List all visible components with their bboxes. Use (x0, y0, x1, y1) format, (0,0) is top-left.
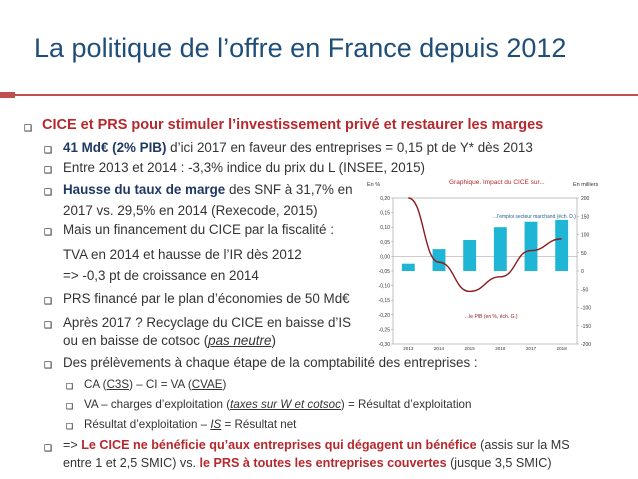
subitem-ca-cvae: CVAE (191, 378, 223, 391)
left-tick-label: 0,15 (380, 211, 390, 217)
item-financing-line1: Mais un financement du CICE par la fisca… (63, 222, 334, 237)
item-margin-rate-line2: 2017 vs. 29,5% en 2014 (Rexecode, 2015) (63, 203, 318, 218)
left-tick-label: -0,20 (379, 313, 391, 319)
subitem-resultat-c: = Résultat net (221, 418, 297, 431)
bullet-marker: ❑ (44, 443, 53, 453)
x-tick-label: 2013 (403, 346, 414, 351)
bullet-marker: ❑ (24, 123, 33, 133)
x-tick-label: 2015 (465, 346, 476, 351)
subitem-va: VA – charges d’exploitation (taxes sur W… (84, 398, 471, 411)
item-after-2017-text: ou en baisse de cotsoc ( (63, 333, 209, 348)
bullet-marker: ❑ (66, 402, 74, 411)
item-after-2017-line1: Après 2017 ? Recyclage du CICE en baisse… (63, 315, 352, 330)
bar-2017 (524, 221, 538, 271)
item-conclusion-line2: entre 1 et 2,5 SMIC) vs. le PRS à toutes… (63, 456, 552, 470)
bullet-marker: ❑ (44, 145, 53, 155)
item-conclusion-bold2: le PRS à toutes les entreprises couverte… (199, 456, 447, 470)
main-bullet: CICE et PRS pour stimuler l’investisseme… (42, 117, 544, 133)
subitem-resultat: Résultat d’exploitation – IS = Résultat … (84, 418, 296, 431)
bullet-marker: ❑ (44, 227, 53, 237)
left-tick-label: 0,20 (380, 196, 390, 202)
item-financing-line3: => -0,3 pt de croissance en 2014 (63, 268, 259, 283)
subitem-ca-c: ) – CI = VA ( (129, 378, 192, 391)
bar-2018 (555, 219, 569, 271)
bullet-marker: ❑ (44, 320, 53, 330)
item-after-2017-line2: ou en baisse de cotsoc (pas neutre) (63, 333, 276, 348)
right-tick-label: -200 (581, 342, 591, 348)
bar-2014 (432, 249, 446, 271)
series-label-pib: ...le PIB (en %, éch. G.) (465, 314, 518, 320)
item-conclusion-arrow: => (63, 438, 82, 452)
left-tick-label: 0,05 (380, 240, 390, 246)
subitem-ca-c3s: C3S (106, 378, 130, 391)
subitem-ca: CA (C3S) – CI = VA (CVAE) (84, 378, 226, 391)
title-rule (15, 94, 638, 96)
right-tick-label: 100 (581, 233, 590, 239)
bar-2015 (463, 239, 477, 271)
left-tick-label: 0,10 (380, 225, 390, 231)
item-conclusion-l2a: entre 1 et 2,5 SMIC) vs. (63, 456, 200, 470)
item-margin-rate-rest: des SNF à 31,7% en (225, 182, 353, 197)
x-tick-label: 2018 (557, 346, 568, 351)
right-unit-label: En milliers (573, 182, 599, 188)
subitem-va-c: ) = Résultat d’exploitation (340, 398, 472, 411)
right-tick-label: -100 (581, 306, 591, 312)
right-tick-label: -50 (581, 287, 588, 293)
item-cice-amount-bold: 41 Md€ (2% PIB) (63, 140, 167, 155)
bullet-marker: ❑ (44, 360, 53, 370)
bullet-marker: ❑ (44, 296, 53, 306)
left-tick-label: -0,05 (379, 269, 391, 275)
item-levies: Des prélèvements à chaque étape de la co… (63, 355, 478, 370)
right-tick-label: 0 (581, 269, 584, 275)
item-after-2017-close: ) (271, 333, 276, 348)
chart-title: Graphique. Impact du CICE sur... (449, 179, 545, 186)
left-tick-label: 0,00 (380, 254, 390, 260)
item-conclusion-rest1: (assis sur la MS (476, 438, 570, 452)
item-prs: PRS financé par le plan d’économies de 5… (63, 291, 350, 306)
item-cice-amount: 41 Md€ (2% PIB) d’ici 2017 en faveur des… (63, 140, 533, 155)
bullet-marker: ❑ (44, 165, 53, 175)
line-pib (408, 197, 562, 293)
bullet-marker: ❑ (44, 187, 53, 197)
cice-impact-chart: En % Graphique. Impact du CICE sur... En m… (365, 176, 605, 352)
item-conclusion-bold1: Le CICE ne bénéficie qu’aux entreprises … (81, 438, 477, 452)
subitem-ca-e: ) (222, 378, 227, 391)
item-after-2017-underlined: pas neutre (208, 333, 272, 348)
subitem-va-a: VA – charges d’exploitation ( (84, 398, 231, 411)
chart-background (365, 176, 605, 352)
right-tick-label: 200 (581, 196, 590, 202)
x-tick-label: 2017 (526, 346, 537, 351)
right-tick-label: -150 (581, 324, 591, 330)
item-margin-rate-bold: Hausse du taux de marge (63, 182, 226, 197)
item-labour-price: Entre 2013 et 2014 : -3,3% indice du pri… (63, 160, 426, 175)
left-unit-label: En % (367, 182, 380, 188)
left-tick-label: -0,15 (379, 298, 391, 304)
slide-title: La politique de l’offre en France depuis… (34, 33, 567, 63)
item-margin-rate: Hausse du taux de marge des SNF à 31,7% … (63, 182, 353, 197)
subitem-resultat-a: Résultat d’exploitation – (84, 418, 211, 431)
item-conclusion-l2c: (jusque 3,5 SMIC) (446, 456, 552, 470)
title-rule-accent (0, 92, 15, 98)
subitem-va-taxes: taxes sur W et cotsoc (230, 398, 341, 411)
left-tick-label: -0,30 (379, 342, 391, 348)
bullet-marker: ❑ (66, 382, 74, 391)
series-label-emploi: ...l'emploi secteur marchand (éch. D.) (493, 214, 576, 220)
right-tick-label: 50 (581, 251, 587, 257)
item-conclusion-line1: => Le CICE ne bénéficie qu’aux entrepris… (63, 438, 570, 452)
x-tick-label: 2016 (495, 346, 506, 351)
x-tick-label: 2014 (434, 346, 445, 351)
bullet-marker: ❑ (66, 422, 74, 431)
subitem-resultat-is: IS (210, 418, 222, 431)
left-tick-label: -0,25 (379, 327, 391, 333)
bar-2016 (493, 227, 507, 271)
item-cice-amount-rest: d’ici 2017 en faveur des entreprises = 0… (166, 140, 533, 155)
bar-2013 (401, 263, 415, 271)
right-tick-label: 150 (581, 214, 590, 220)
item-financing-line2: TVA en 2014 et hausse de l’IR dès 2012 (63, 247, 302, 262)
left-tick-label: -0,10 (379, 284, 391, 290)
subitem-ca-a: CA ( (84, 378, 107, 391)
